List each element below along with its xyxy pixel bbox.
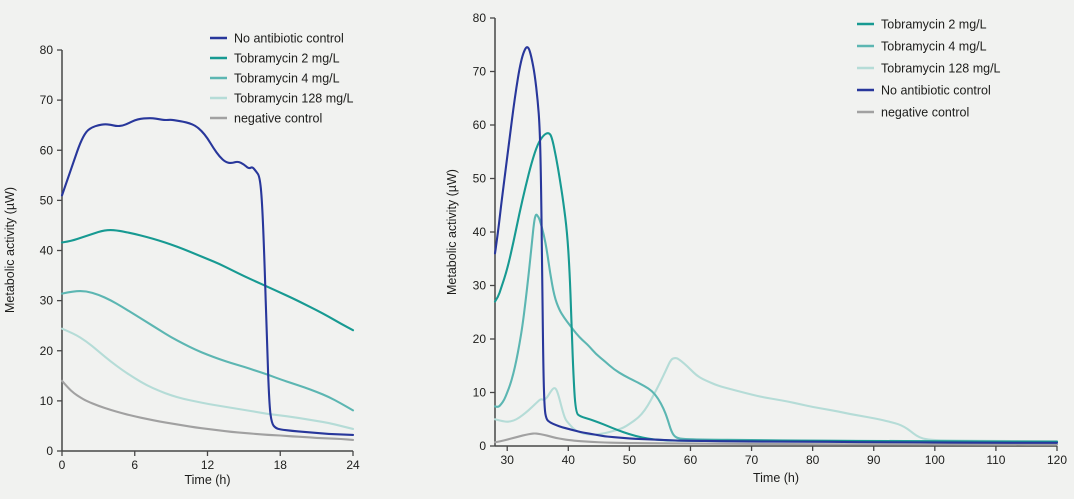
series-line-no-antibiotic-control [60, 117, 355, 437]
legend-label: negative control [881, 106, 969, 120]
y-tick-label: 30 [40, 294, 54, 308]
x-tick-label: 18 [274, 458, 288, 472]
x-tick-label: 60 [684, 453, 698, 467]
series-line-negative-control [493, 432, 1059, 446]
legend: No antibiotic control Tobramycin 2 mg/L To… [210, 32, 354, 126]
x-axis-label: Time (h) [753, 471, 799, 485]
y-tick-label: 50 [40, 193, 54, 207]
x-tick-label: 50 [623, 453, 637, 467]
legend-item: Tobramycin 4 mg/L [857, 40, 987, 54]
legend: Tobramycin 2 mg/L Tobramycin 4 mg/L Tobram… [857, 18, 1001, 120]
legend-label: Tobramycin 2 mg/L [881, 18, 987, 32]
legend-label: Tobramycin 128 mg/L [234, 92, 354, 106]
x-tick-label: 110 [986, 453, 1005, 467]
legend-item: Tobramycin 128 mg/L [210, 92, 354, 106]
x-tick-label: 70 [745, 453, 759, 467]
x-tick-label: 100 [925, 453, 945, 467]
y-tick-label: 60 [40, 143, 54, 157]
series-line-tobramycin-2-mg-l [493, 132, 1059, 443]
legend-label: No antibiotic control [234, 32, 344, 46]
legend-label: Tobramycin 4 mg/L [881, 40, 987, 54]
series-line-no-antibiotic-control [493, 46, 1059, 444]
x-tick-label: 80 [806, 453, 820, 467]
y-tick-label: 10 [40, 394, 54, 408]
legend-item: Tobramycin 2 mg/L [210, 52, 340, 66]
series-line-negative-control [60, 379, 355, 442]
y-tick-label: 80 [40, 43, 54, 57]
y-tick-label: 50 [473, 172, 487, 186]
x-axis-label: Time (h) [184, 473, 230, 487]
y-tick-label: 80 [473, 11, 487, 25]
y-tick-label: 40 [40, 244, 54, 258]
x-tick-label: 90 [867, 453, 881, 467]
legend-item: Tobramycin 4 mg/L [210, 72, 340, 86]
x-tick-label: 6 [131, 458, 138, 472]
legend-label: Tobramycin 4 mg/L [234, 72, 340, 86]
series-line-tobramycin-128-mg-l [493, 356, 1059, 443]
legend-label: Tobramycin 2 mg/L [234, 52, 340, 66]
series-line-tobramycin-128-mg-l [60, 327, 355, 430]
y-tick-label: 0 [479, 439, 486, 453]
y-tick-label: 60 [473, 118, 487, 132]
x-tick-label: 30 [501, 453, 515, 467]
y-axis-label: Metabolic activity (µW) [3, 187, 17, 313]
legend-item: Tobramycin 2 mg/L [857, 18, 987, 32]
x-tick-label: 40 [562, 453, 576, 467]
y-tick-label: 40 [473, 225, 487, 239]
series-line-tobramycin-4-mg-l [60, 290, 355, 412]
y-tick-label: 20 [473, 332, 487, 346]
series-line-tobramycin-2-mg-l [60, 229, 355, 332]
x-tick-label: 12 [201, 458, 215, 472]
y-tick-label: 0 [46, 444, 53, 458]
y-tick-label: 10 [473, 386, 487, 400]
legend-item: negative control [857, 106, 969, 120]
legend-item: No antibiotic control [210, 32, 344, 46]
x-tick-label: 0 [59, 458, 66, 472]
y-tick-label: 70 [473, 65, 487, 79]
y-tick-label: 70 [40, 93, 54, 107]
x-tick-label: 24 [346, 458, 360, 472]
legend-item: negative control [210, 112, 322, 126]
x-tick-label: 120 [1047, 453, 1067, 467]
legend-label: No antibiotic control [881, 84, 991, 98]
y-tick-label: 20 [40, 344, 54, 358]
series-line-tobramycin-4-mg-l [493, 213, 1059, 443]
legend-label: Tobramycin 128 mg/L [881, 62, 1001, 76]
legend-item: No antibiotic control [857, 84, 991, 98]
legend-label: negative control [234, 112, 322, 126]
y-axis-label: Metabolic activity (µW) [445, 169, 459, 295]
legend-item: Tobramycin 128 mg/L [857, 62, 1001, 76]
y-tick-label: 30 [473, 279, 487, 293]
